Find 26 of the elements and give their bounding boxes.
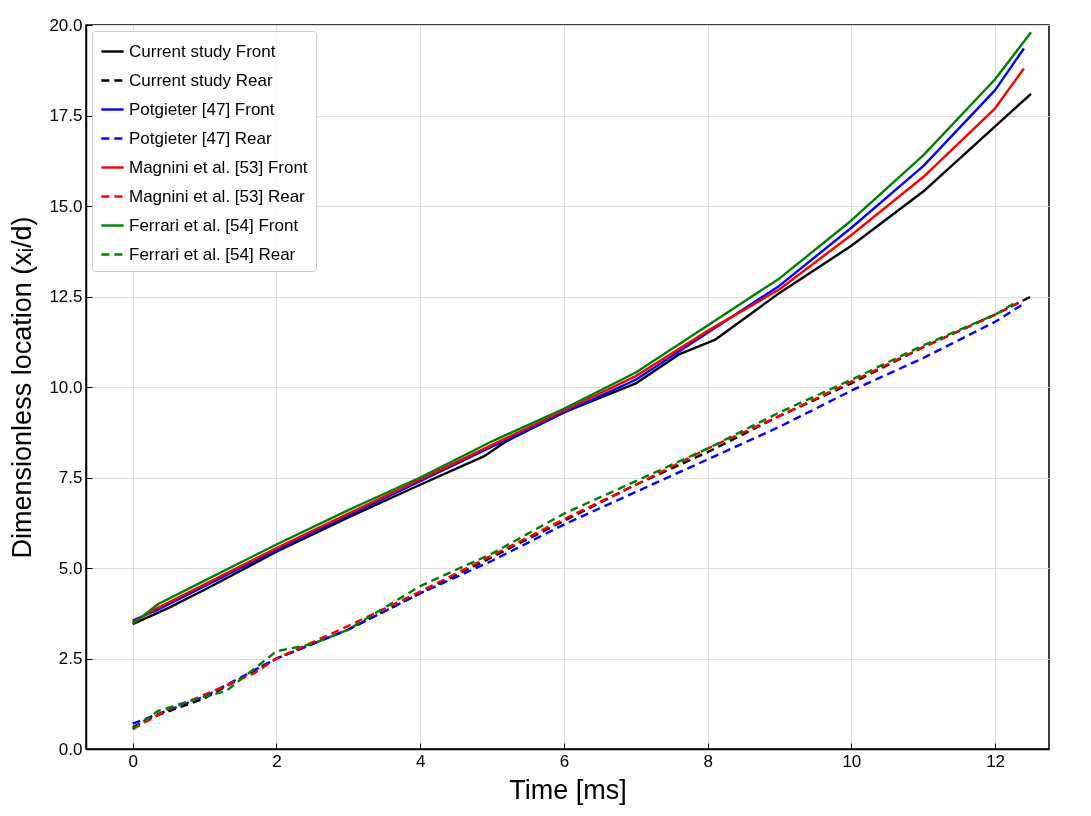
- y-tick-label: 5.0: [58, 558, 83, 578]
- legend-label: Ferrari et al. [54] Front: [129, 215, 299, 235]
- x-tick-label: 12: [986, 751, 1006, 771]
- x-axis-title: Time [ms]: [509, 774, 627, 805]
- x-tick-label: 6: [559, 751, 570, 771]
- legend-label: Potgieter [47] Rear: [129, 128, 273, 148]
- y-tick-label: 10.0: [49, 377, 83, 397]
- x-tick-label: 4: [415, 751, 426, 771]
- y-tick-label: 7.5: [58, 468, 83, 487]
- y-tick-label: 12.5: [49, 287, 83, 306]
- x-tick-label: 2: [272, 751, 282, 771]
- y-tick-label: 15.0: [49, 196, 83, 216]
- legend-label: Current study Front: [129, 41, 276, 61]
- legend-label: Ferrari et al. [54] Rear: [129, 244, 296, 264]
- legend-label: Potgieter [47] Front: [129, 99, 275, 119]
- y-tick-label: 17.5: [49, 106, 83, 125]
- legend-label: Magnini et al. [53] Rear: [129, 186, 306, 206]
- y-tick-label: 2.5: [58, 649, 83, 668]
- x-tick-label: 0: [128, 751, 138, 771]
- x-tick-label: 10: [842, 751, 862, 771]
- y-tick-label: 0.0: [58, 739, 83, 759]
- legend-label: Current study Rear: [129, 70, 273, 90]
- y-axis-title: Dimensionless location (xᵢ/d): [7, 216, 38, 559]
- legend-label: Magnini et al. [53] Front: [129, 157, 308, 177]
- y-tick-label: 20.0: [49, 15, 83, 35]
- x-tick-label: 8: [703, 751, 713, 771]
